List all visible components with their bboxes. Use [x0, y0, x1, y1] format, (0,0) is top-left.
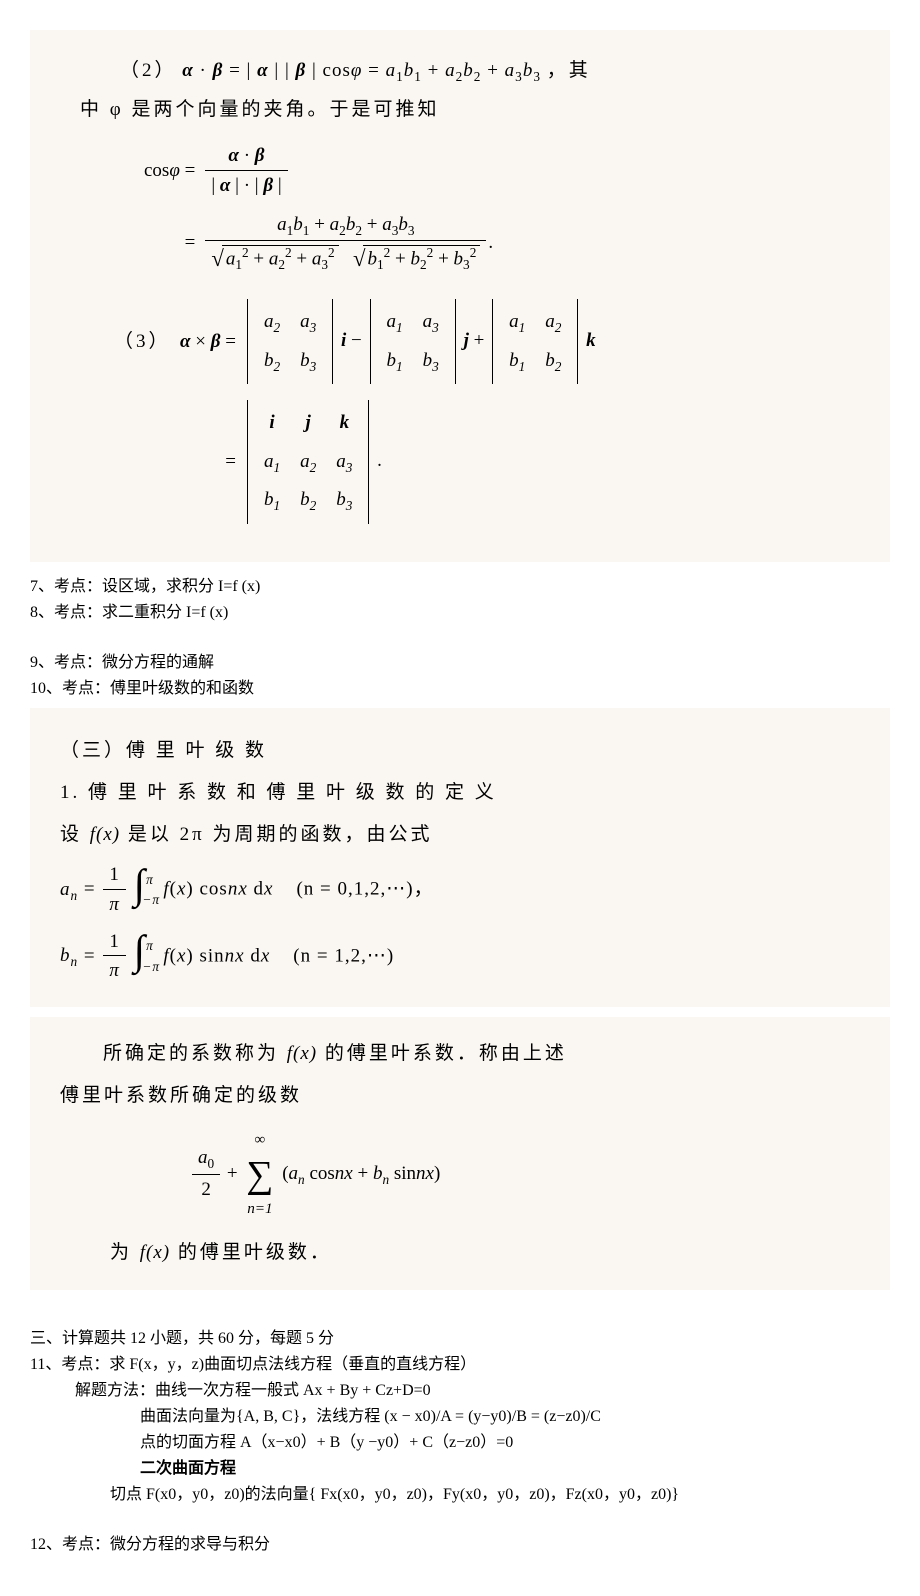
eq-2-header: （2） α · β = | α | | β | cosφ = a1b1 + a2…: [80, 54, 860, 89]
vector-formula-block: （2） α · β = | α | | β | cosφ = a1b1 + a2…: [30, 30, 890, 562]
eq-2-tail: ，其: [547, 60, 591, 81]
int-lo: −π: [142, 887, 160, 914]
fs-p3-post: 的傅里叶级数．: [170, 1242, 332, 1263]
int-lo-2: −π: [142, 954, 160, 981]
line-10: 10、考点：傅里叶级数的和函数: [30, 674, 890, 698]
fourier-series-block: 所确定的系数称为 f(x) 的傅里叶系数．称由上述 傅里叶系数所确定的级数 a0…: [30, 1017, 890, 1290]
eq-2-paren: （2）: [120, 60, 177, 81]
page-root: （2） α · β = | α | | β | cosφ = a1b1 + a2…: [0, 0, 920, 1596]
an-formula: an = 1π ∫π−π f(x) cosnx dx (n = 0,1,2,⋯)…: [60, 864, 860, 917]
line-11-e: 二次曲面方程: [30, 1454, 890, 1478]
an-comma: ，: [414, 879, 434, 900]
one-num-2: 1: [109, 931, 120, 952]
fs-p2: 傅里叶系数所确定的级数: [60, 1077, 860, 1115]
line-11-b: 解题方法：曲线一次方程一般式 Ax + By + Cz+D=0: [30, 1376, 890, 1400]
fs-p1: 所确定的系数称为 f(x) 的傅里叶系数．称由上述: [80, 1035, 860, 1073]
det-b: a1a3 b1b3: [370, 299, 456, 384]
fs-p1-fx: f(x): [287, 1043, 317, 1064]
pi-den: π: [109, 894, 120, 915]
cross-product-block: （3） α × β = a2a3 b2b3 i − a1a3 b1b3: [110, 291, 860, 532]
line-11-d: 点的切面方程 A（x−x0）+ B（y −y0）+ C（z−z0）=0: [30, 1428, 890, 1452]
fourier-h2: 1. 傅 里 叶 系 数 和 傅 里 叶 级 数 的 定 义: [60, 774, 860, 812]
eq-2-line-b: 中 φ 是两个向量的夹角。于是可推知: [80, 93, 860, 127]
line-11-a: 11、考点：求 F(x，y，z)曲面切点法线方程（垂直的直线方程）: [30, 1350, 890, 1374]
a0-den: 2: [201, 1179, 211, 1200]
fourier-def-block: （三）傅 里 叶 级 数 1. 傅 里 叶 系 数 和 傅 里 叶 级 数 的 …: [30, 708, 890, 1007]
fourier-h3-fx: f(x): [90, 824, 120, 845]
fs-p3-pre: 为: [110, 1242, 140, 1263]
fs-p1-post: 的傅里叶系数．称由上述: [317, 1043, 567, 1064]
fourier-series-eq: a02 + ∞∑n=1 (an cosnx + bn sinnx): [190, 1125, 860, 1224]
section-3-header: 三、计算题共 12 小题，共 60 分，每题 5 分: [30, 1324, 890, 1348]
eq-3-paren: （3）: [114, 331, 171, 352]
fs-p1-pre: 所确定的系数称为: [103, 1043, 287, 1064]
sum-lo: n=1: [246, 1194, 273, 1224]
fourier-h1: （三）傅 里 叶 级 数: [60, 732, 860, 770]
fourier-h3: 设 f(x) 是以 2π 为周期的函数，由公式: [60, 816, 860, 854]
line-9: 9、考点：微分方程的通解: [30, 648, 890, 672]
pi-den-2: π: [109, 960, 120, 981]
bn-formula: bn = 1π ∫π−π f(x) sinnx dx (n = 1,2,⋯): [60, 931, 860, 984]
fs-p3: 为 f(x) 的傅里叶级数．: [110, 1234, 860, 1272]
line-12: 12、考点：微分方程的求导与积分: [30, 1530, 890, 1554]
line-11-f: 切点 F(x0，y0，z0)的法向量{ Fx(x0，y0，z0)，Fy(x0，y…: [30, 1480, 890, 1504]
det-3: ijk a1a2a3 b1b2b3: [247, 400, 369, 524]
an-range: (n = 0,1,2,⋯): [296, 879, 413, 900]
sum-up: ∞: [246, 1125, 273, 1155]
det-c: a1a2 b1b2: [492, 299, 578, 384]
one-num: 1: [109, 864, 120, 885]
fs-p3-fx: f(x): [140, 1242, 170, 1263]
fourier-h3-mid: 是以 2π 为周期的函数，由公式: [120, 824, 432, 845]
det-a: a2a3 b2b3: [247, 299, 333, 384]
cos-phi-block: cosφ = α · β | α | · | β | = a1b1 + a2b2: [140, 137, 860, 281]
line-11-c: 曲面法向量为{A, B, C}，法线方程 (x − x0)/A = (y−y0)…: [30, 1402, 890, 1426]
bn-range: (n = 1,2,⋯): [293, 945, 394, 966]
line-8: 8、考点：求二重积分 I=f (x): [30, 598, 890, 622]
line-7: 7、考点：设区域，求积分 I=f (x): [30, 572, 890, 596]
fourier-h3-pre: 设: [60, 824, 90, 845]
